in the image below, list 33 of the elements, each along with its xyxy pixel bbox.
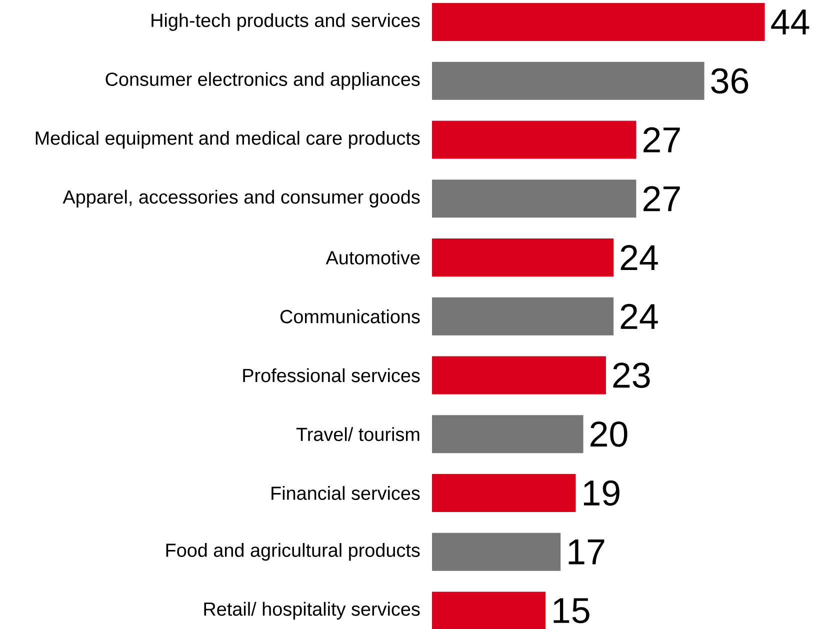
data-label: 44 [771, 10, 810, 34]
bar [432, 592, 546, 629]
data-label: 27 [644, 127, 680, 152]
y-tick-label: Consumer electronics and appliances [106, 72, 420, 90]
data-label: 23 [613, 362, 650, 388]
bar [432, 474, 576, 512]
y-tick-label: Apparel, accessories and consumer goods [62, 190, 420, 208]
bar [432, 297, 614, 336]
bar [432, 415, 584, 454]
bar [432, 3, 765, 42]
data-label: 20 [590, 421, 628, 447]
data-label: 24 [620, 245, 658, 270]
data-label: 24 [620, 304, 658, 329]
y-tick-label: Food and agricultural products [166, 543, 420, 561]
y-tick-label: Travel/ tourism [296, 427, 420, 442]
bar [432, 356, 606, 394]
y-tick-label: Medical equipment and medical care products [36, 130, 420, 149]
y-tick-label: Professional services [243, 368, 420, 382]
data-label: 19 [584, 480, 620, 506]
y-tick-label: High-tech products and services [152, 13, 420, 31]
bar [432, 120, 636, 159]
data-label: 27 [644, 186, 680, 212]
bar [432, 532, 561, 571]
y-tick-label: Automotive [326, 250, 420, 264]
bar [432, 238, 614, 276]
y-tick-label: Retail/ hospitality services [204, 602, 420, 620]
y-tick-label: Communications [280, 309, 420, 324]
data-label: 15 [554, 598, 590, 624]
y-tick-label: Financial services [272, 486, 420, 500]
data-label: 36 [711, 68, 748, 94]
bar [432, 180, 636, 218]
data-label: 17 [568, 540, 604, 564]
bar [432, 62, 704, 100]
